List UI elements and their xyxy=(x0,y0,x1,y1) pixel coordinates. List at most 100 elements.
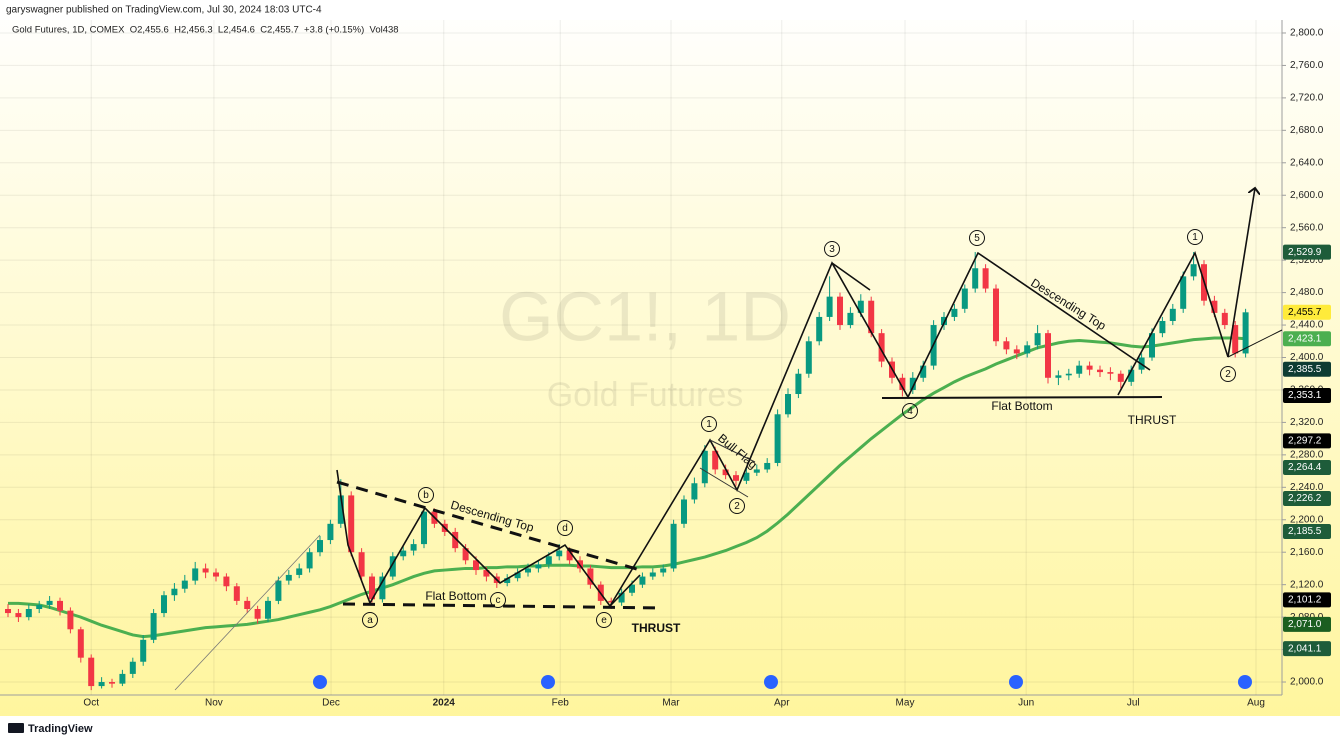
candle-body xyxy=(1097,369,1104,373)
wave-line xyxy=(1117,250,1229,396)
event-icon[interactable] xyxy=(1009,675,1023,689)
candle-body xyxy=(1065,373,1072,376)
candle-body xyxy=(701,450,708,484)
candle-body xyxy=(213,572,220,577)
price-marker-label: 2,264.4 xyxy=(1288,462,1322,473)
price-marker xyxy=(1283,433,1331,449)
candle-body xyxy=(1024,345,1031,354)
event-icons xyxy=(313,675,1252,689)
candle-body xyxy=(369,576,376,600)
candle-body xyxy=(327,523,334,541)
candle-body xyxy=(660,568,667,573)
price-marker-label: 2,529.9 xyxy=(1288,247,1322,258)
candle-body xyxy=(868,300,875,334)
candle-body xyxy=(233,586,240,601)
candle-body xyxy=(244,600,251,610)
price-marker xyxy=(1283,460,1331,476)
candle-body xyxy=(816,316,823,342)
wave-line xyxy=(336,469,641,608)
candle-body xyxy=(140,639,147,662)
x-tick-label: Apr xyxy=(774,698,790,709)
candle-body xyxy=(691,483,698,500)
annotation: Flat Bottom xyxy=(991,399,1052,413)
wave-circle xyxy=(490,592,506,608)
price-marker-label: 2,101.2 xyxy=(1288,595,1322,606)
flag-line xyxy=(709,439,756,463)
event-icon[interactable] xyxy=(764,675,778,689)
event-icon[interactable] xyxy=(313,675,327,689)
price-marker xyxy=(1283,491,1331,507)
logo xyxy=(8,723,24,733)
candle-body xyxy=(951,308,958,317)
wave-label: 1 xyxy=(706,419,712,430)
candle-body xyxy=(1149,333,1156,358)
price-marker xyxy=(1283,331,1331,347)
flat-bottom-line xyxy=(881,396,1163,399)
wave-label: 3 xyxy=(829,244,835,255)
wave-circle xyxy=(596,612,612,628)
candle-body xyxy=(878,333,885,362)
y-tick-label: 2,560.0 xyxy=(1290,222,1324,233)
x-tick-label: Oct xyxy=(83,698,99,709)
candle-body xyxy=(545,556,552,565)
candle-body xyxy=(192,568,199,581)
x-tick-label: 2024 xyxy=(433,698,456,709)
candle-body xyxy=(473,560,480,571)
wave-circle xyxy=(729,498,745,514)
y-tick-label: 2,280.0 xyxy=(1290,449,1324,460)
candle-body xyxy=(566,550,573,561)
candle-body xyxy=(5,609,12,614)
candle-body xyxy=(1117,373,1124,382)
footer-bar xyxy=(0,716,1340,741)
candle-body xyxy=(587,568,594,585)
candle-body xyxy=(421,511,428,545)
candle-body xyxy=(119,673,126,684)
candle-body xyxy=(109,682,116,684)
price-marker-label: 2,185.5 xyxy=(1288,526,1322,537)
event-icon[interactable] xyxy=(541,675,555,689)
y-tick-label: 2,000.0 xyxy=(1290,677,1324,688)
candle-body xyxy=(899,377,906,390)
price-marker-label: 2,041.1 xyxy=(1288,643,1322,654)
candle-body xyxy=(1221,312,1228,326)
y-tick-label: 2,600.0 xyxy=(1290,190,1324,201)
price-marker xyxy=(1283,388,1331,404)
candle-body xyxy=(452,531,459,549)
price-marker-label: 2,353.1 xyxy=(1288,390,1322,401)
y-tick-label: 2,520.0 xyxy=(1290,255,1324,266)
y-tick-label: 2,160.0 xyxy=(1290,547,1324,558)
candle-body xyxy=(1232,325,1239,354)
y-tick-label: 2,720.0 xyxy=(1290,93,1324,104)
candle-body xyxy=(785,394,792,415)
price-marker xyxy=(1283,616,1331,632)
candle-body xyxy=(88,657,95,687)
candle-body xyxy=(535,564,542,569)
candle-body xyxy=(265,600,272,619)
candle-body xyxy=(379,576,386,600)
candle-body xyxy=(1128,369,1135,382)
wave-label: 1 xyxy=(1192,232,1198,243)
candle-body xyxy=(1055,375,1062,378)
wave-label: 2 xyxy=(1225,369,1231,380)
wave-label: c xyxy=(496,595,501,606)
y-tick-label: 2,400.0 xyxy=(1290,352,1324,363)
candle-body xyxy=(306,552,313,569)
wave-label: e xyxy=(601,615,607,626)
legend: Gold Futures, 1D, COMEX O2,455.6 H2,456.… xyxy=(12,25,399,36)
candle-body xyxy=(639,576,646,585)
candle-body xyxy=(1013,349,1020,354)
candle-body xyxy=(556,550,563,557)
candle-body xyxy=(1159,320,1166,334)
candle-body xyxy=(67,610,74,630)
price-marker-label: 2,455.7 xyxy=(1288,307,1322,318)
y-tick-label: 2,120.0 xyxy=(1290,579,1324,590)
wave-circle xyxy=(362,612,378,628)
event-icon[interactable] xyxy=(1238,675,1252,689)
wave-circle xyxy=(1220,366,1236,382)
candle-body xyxy=(358,552,365,577)
candle-body xyxy=(1242,312,1249,354)
trend-line xyxy=(1227,329,1283,358)
price-marker xyxy=(1283,361,1331,377)
candle-body xyxy=(337,495,344,524)
